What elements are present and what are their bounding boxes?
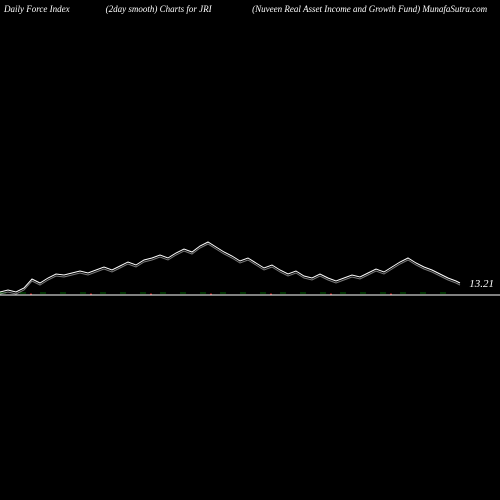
current-value-label: 13.21 [469, 278, 494, 290]
force-index-chart [0, 0, 500, 500]
